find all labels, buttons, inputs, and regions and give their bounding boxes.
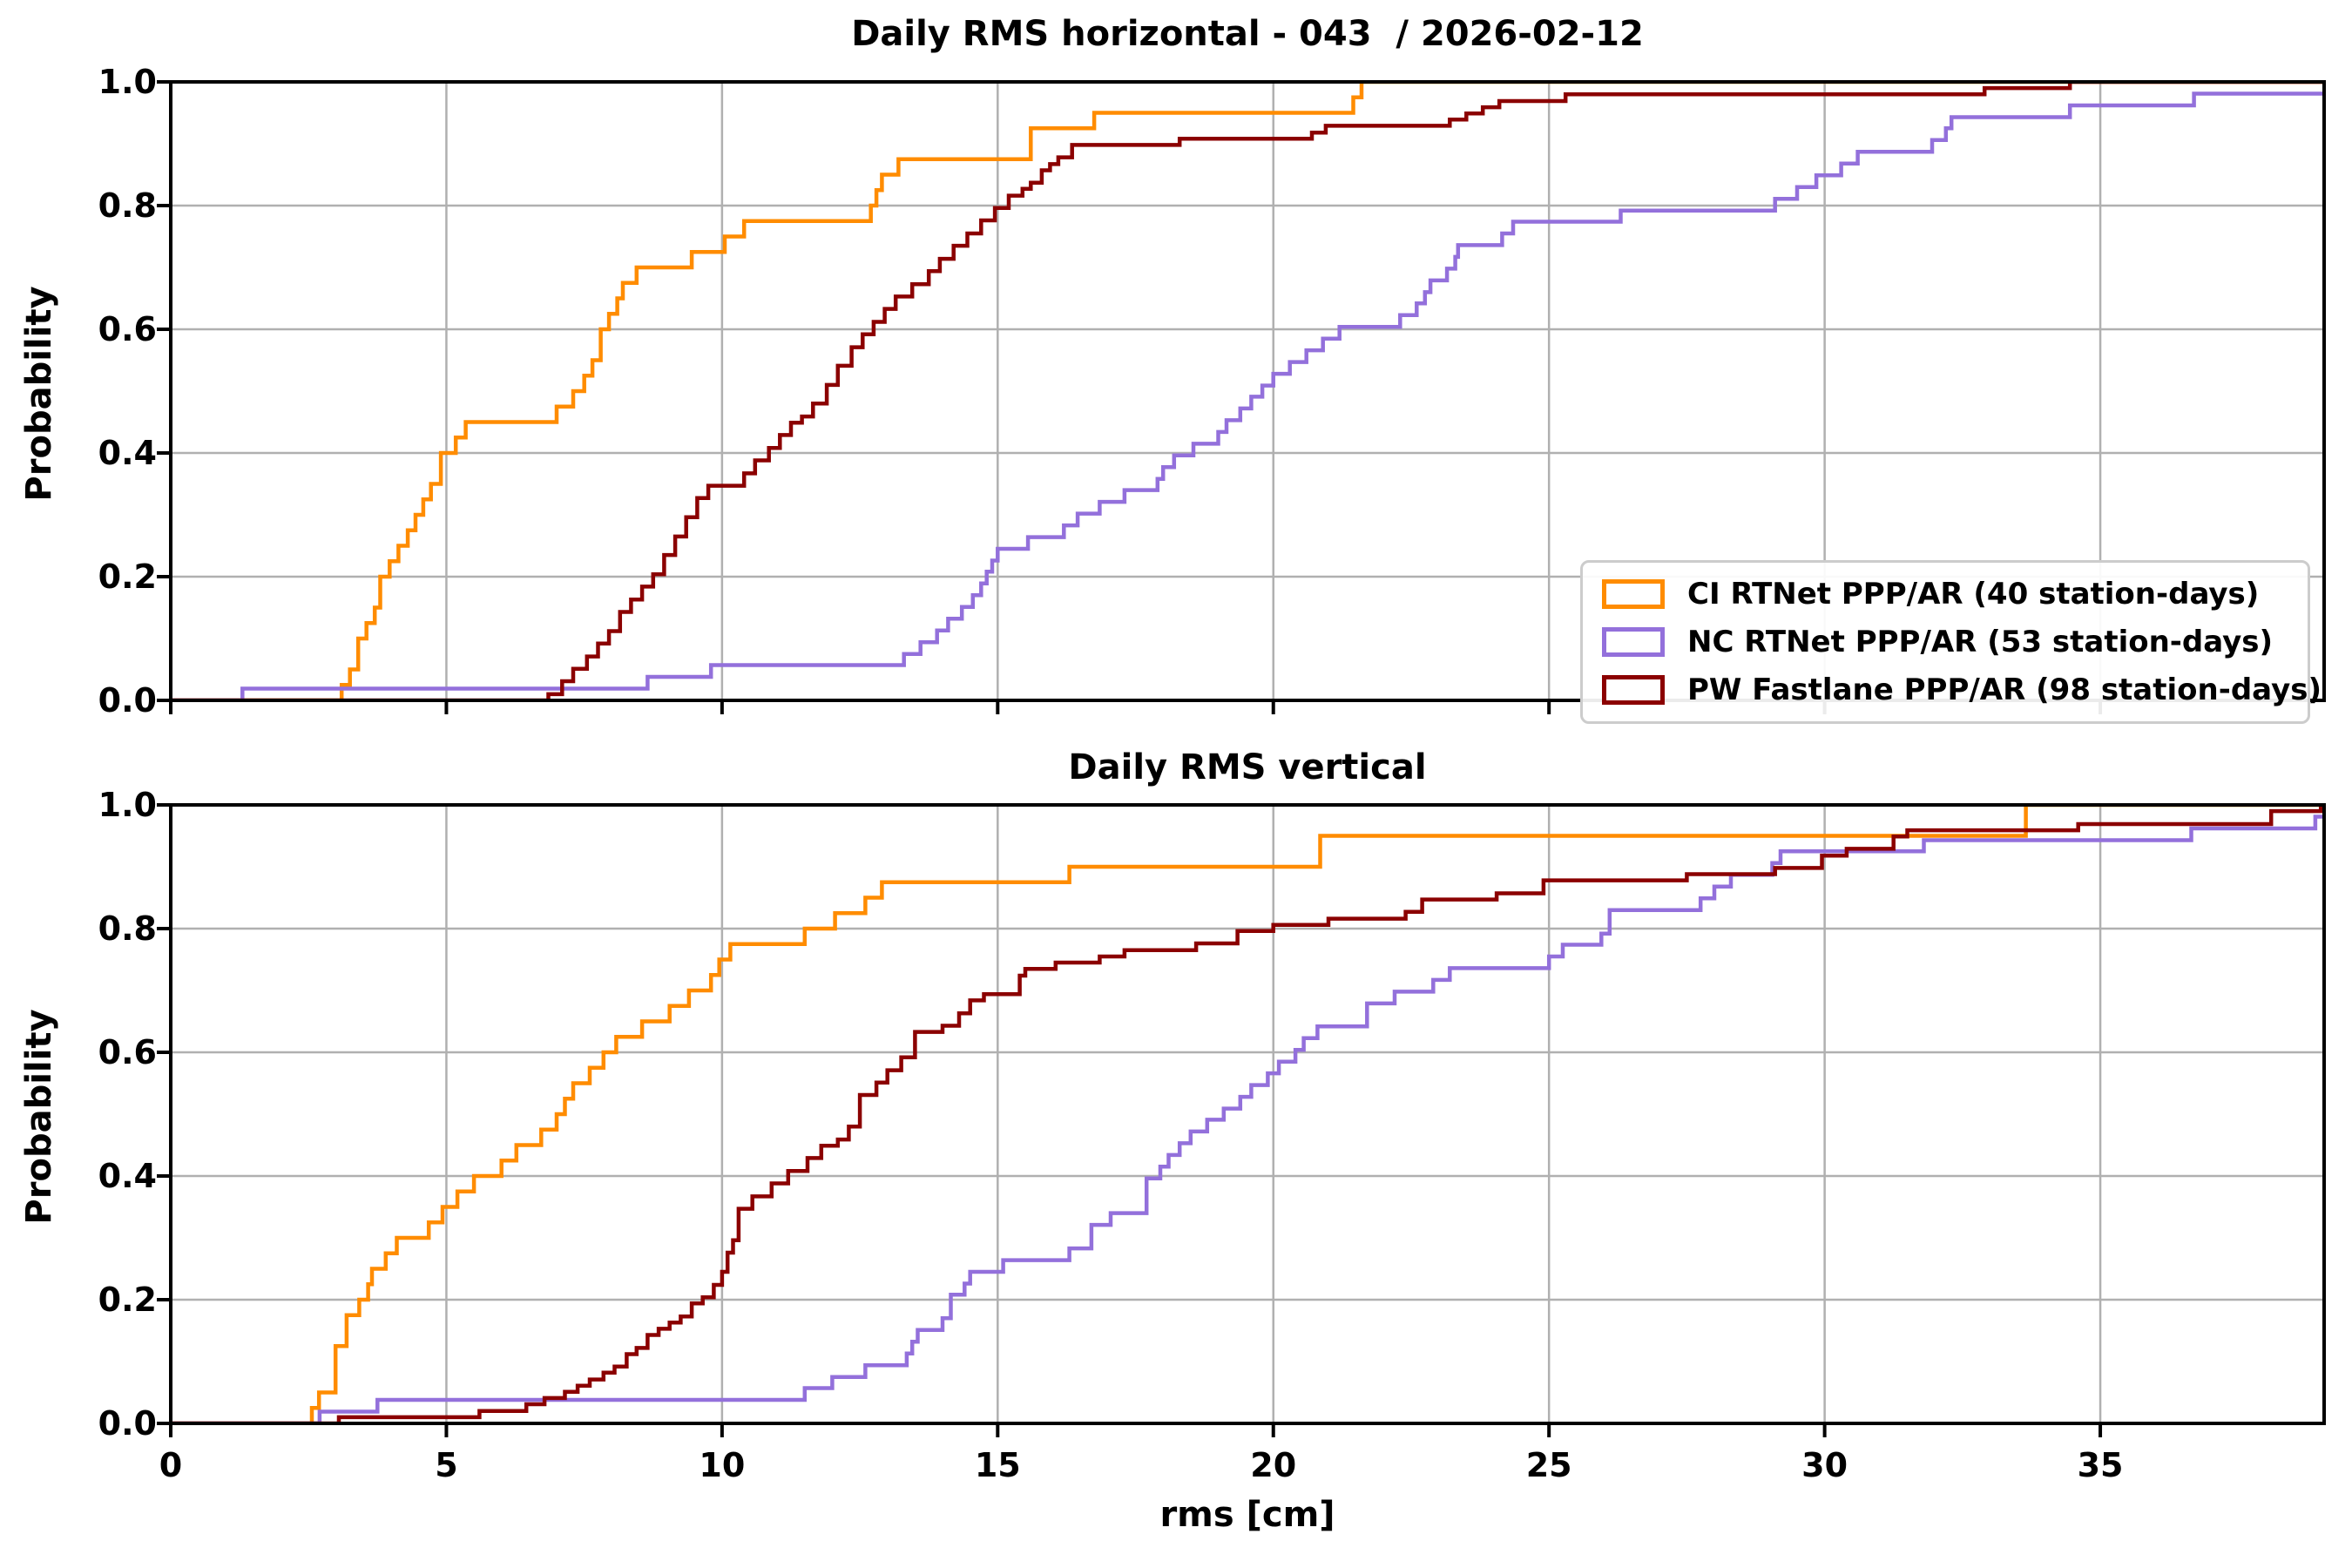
legend-box: CI RTNet PPP/AR (40 station-days) NC RTN… — [1580, 560, 2322, 724]
legend-label-ci: CI RTNet PPP/AR (40 station-days) — [1687, 577, 2260, 612]
legend-row-pw: PW Fastlane PPP/AR (98 station-days) — [1602, 672, 2322, 707]
legend-label-nc: NC RTNet PPP/AR (53 station-days) — [1687, 625, 2274, 659]
top-plot-title: Daily RMS horizontal - 043 / 2026-02-12 — [851, 14, 1644, 54]
legend-label-pw: PW Fastlane PPP/AR (98 station-days) — [1687, 672, 2322, 707]
y-axis-label-top: Probability — [19, 286, 59, 502]
legend-row-nc: NC RTNet PPP/AR (53 station-days) — [1602, 625, 2288, 659]
x-tick-label: 5 — [435, 1446, 458, 1484]
bottom-plot-title: Daily RMS vertical — [1068, 747, 1427, 787]
y-tick-label: 1.0 — [98, 63, 157, 101]
y-tick-label: 0.0 — [98, 1404, 157, 1443]
x-tick-label: 0 — [159, 1446, 183, 1484]
axes-spines — [169, 803, 2326, 1425]
x-tick-label: 35 — [2077, 1446, 2124, 1484]
y-tick-label: 0.6 — [98, 310, 157, 348]
legend-swatch-nc-icon — [1602, 627, 1665, 657]
series-1-subplot-0 — [171, 91, 2324, 700]
series-1-subplot-1 — [171, 814, 2324, 1423]
y-tick-label: 0.8 — [98, 186, 157, 225]
series-2-subplot-1 — [171, 805, 2324, 1423]
series-2-subplot-0 — [171, 82, 2324, 700]
legend-row-ci: CI RTNet PPP/AR (40 station-days) — [1602, 577, 2288, 612]
y-tick-label: 0.2 — [98, 558, 157, 596]
subplot-1 — [157, 803, 2326, 1437]
y-tick-label: 1.0 — [98, 786, 157, 824]
series-0-subplot-1 — [171, 805, 2324, 1423]
x-tick-label: 30 — [1801, 1446, 1848, 1484]
legend-swatch-pw-icon — [1602, 675, 1665, 705]
y-axis-label-bottom: Probability — [19, 1009, 59, 1225]
y-tick-label: 0.8 — [98, 909, 157, 948]
x-tick-label: 20 — [1250, 1446, 1297, 1484]
y-tick-label: 0.2 — [98, 1281, 157, 1319]
y-tick-label: 0.6 — [98, 1033, 157, 1071]
axes-spines — [169, 80, 2326, 702]
x-axis-label: rms [cm] — [1159, 1495, 1335, 1535]
legend-swatch-ci-icon — [1602, 579, 1665, 609]
x-tick-label: 10 — [699, 1446, 746, 1484]
y-tick-label: 0.0 — [98, 681, 157, 720]
x-tick-label: 25 — [1525, 1446, 1572, 1484]
y-tick-label: 0.4 — [98, 1157, 157, 1195]
series-0-subplot-0 — [171, 82, 2324, 700]
y-tick-label: 0.4 — [98, 434, 157, 472]
x-tick-label: 15 — [974, 1446, 1021, 1484]
